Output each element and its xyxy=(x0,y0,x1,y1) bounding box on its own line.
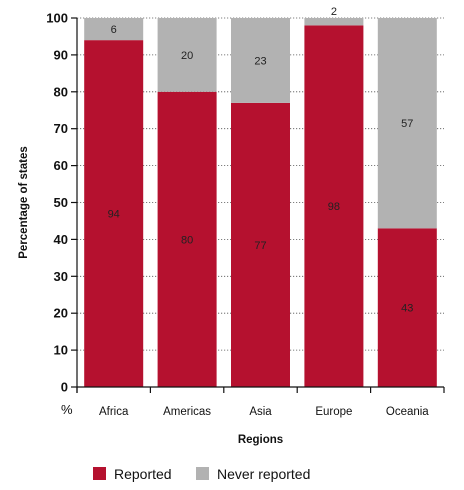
y-tick-label: 40 xyxy=(54,232,68,247)
data-label: 2 xyxy=(331,6,337,18)
bar-never-reported-oceania xyxy=(377,18,437,229)
x-tick-labels: Africa Americas Asia Europe Oceania xyxy=(99,406,429,418)
data-labels: 94 6 80 20 77 23 98 2 43 57 xyxy=(108,6,414,315)
data-label: 57 xyxy=(401,118,413,130)
bar-reported-oceania xyxy=(377,228,437,387)
data-label: 23 xyxy=(254,55,266,67)
bar-reported-americas xyxy=(157,91,217,388)
bar-never-reported-americas xyxy=(157,18,217,92)
y-axis-title: Percentage of states xyxy=(18,146,30,259)
axes xyxy=(71,17,445,393)
data-label: 6 xyxy=(111,24,117,36)
bars xyxy=(84,18,437,388)
y-tick-label: 80 xyxy=(54,84,68,99)
legend: Reported Never reported xyxy=(93,466,310,482)
legend-label: Reported xyxy=(114,466,172,482)
y-tick-label: 70 xyxy=(54,121,68,136)
bar-reported-europe xyxy=(304,25,364,387)
data-label: 43 xyxy=(401,303,413,315)
data-label: 98 xyxy=(328,201,340,213)
y-tick-label: 60 xyxy=(54,158,68,173)
data-label: 20 xyxy=(181,50,193,62)
y-unit-label: % xyxy=(61,402,73,417)
bar-never-reported-africa xyxy=(84,18,144,41)
bar-never-reported-europe xyxy=(304,18,364,26)
bar-never-reported-asia xyxy=(231,18,290,103)
y-tick-label: 50 xyxy=(54,195,68,210)
y-tick-label: 0 xyxy=(61,380,68,395)
x-tick-label: Asia xyxy=(249,406,272,418)
legend-label: Never reported xyxy=(217,466,310,482)
x-axis-title: Regions xyxy=(238,434,283,446)
bar-reported-asia xyxy=(231,102,290,388)
legend-swatch xyxy=(93,467,106,480)
y-tick-label: 90 xyxy=(54,47,68,62)
y-tick-labels: 0 10 20 30 40 50 60 70 80 90 100 xyxy=(46,11,68,395)
y-tick-label: 100 xyxy=(46,11,68,26)
legend-swatch xyxy=(196,467,209,480)
y-tick-label: 30 xyxy=(54,269,68,284)
y-tick-label: 10 xyxy=(54,343,68,358)
x-tick-label: Americas xyxy=(163,406,211,418)
data-label: 94 xyxy=(108,209,120,221)
x-tick-label: Europe xyxy=(315,406,352,418)
bar-reported-africa xyxy=(84,40,144,387)
data-label: 77 xyxy=(254,240,266,252)
y-tick-label: 20 xyxy=(54,306,68,321)
x-tick-label: Africa xyxy=(99,406,129,418)
x-tick-label: Oceania xyxy=(386,406,429,418)
data-label: 80 xyxy=(181,234,193,246)
